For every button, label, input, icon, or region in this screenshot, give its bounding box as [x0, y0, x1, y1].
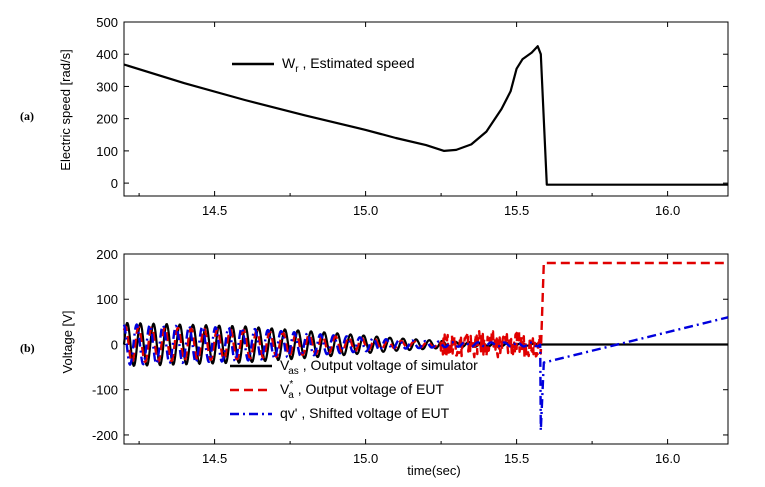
legend-label: qv' , Shifted voltage of EUT: [280, 405, 450, 421]
legend-label: V* a , Output voltage of EUT: [280, 379, 444, 401]
panel-a-legend: Wr , Estimated speed: [232, 55, 415, 75]
y-tick-label: 200: [96, 112, 118, 127]
x-tick-label: 14.5: [202, 203, 227, 218]
x-tick-label: 15.0: [353, 451, 378, 466]
x-tick-label: 15.5: [504, 203, 529, 218]
panel-b-frame: [123, 253, 729, 445]
panel-b: (b) Voltage [V] time(sec) 14.5 15.0 15.5 16…: [20, 247, 729, 478]
series-line-b-2: [122, 316, 729, 432]
y-tick-label: 500: [96, 15, 118, 30]
y-tick-label: 100: [96, 144, 118, 159]
x-tick-label: 14.5: [202, 451, 227, 466]
legend-label: V* as , Output voltage of simulator: [280, 355, 478, 377]
legend-label: Wr , Estimated speed: [282, 55, 415, 75]
panel-b-xlabel: time(sec): [407, 463, 460, 478]
y-tick-label: 0: [111, 176, 118, 191]
y-tick-label: 400: [96, 47, 118, 62]
y-tick-label: 200: [96, 247, 118, 262]
panel-a-ticks: 14.5 15.0 15.5 16.0 0 100 200 300 400 500: [96, 15, 728, 218]
y-tick-label: 100: [96, 292, 118, 307]
x-tick-label: 16.0: [655, 451, 680, 466]
panel-a-lines: [123, 45, 728, 186]
panel-a-frame: [123, 21, 729, 197]
series-line-b-1: [122, 261, 728, 364]
panel-a-ylabel: Electric speed [rad/s]: [58, 49, 73, 170]
y-tick-label: 0: [111, 337, 118, 352]
panel-b-ticks: 14.5 15.0 15.5 16.0 -200 -100 0 100 200: [92, 247, 728, 466]
panel-b-label: (b): [20, 341, 35, 355]
x-tick-label: 16.0: [655, 203, 680, 218]
x-tick-label: 15.0: [353, 203, 378, 218]
y-tick-label: 300: [96, 79, 118, 94]
panel-b-ylabel: Voltage [V]: [60, 311, 75, 374]
panel-b-lines: [122, 261, 729, 432]
panel-a-label: (a): [20, 109, 34, 123]
y-tick-label: -100: [92, 383, 118, 398]
y-tick-label: -200: [92, 428, 118, 443]
x-tick-label: 15.5: [504, 451, 529, 466]
series-line-a-0: [123, 45, 728, 186]
panel-a: (a) Electric speed [rad/s] 14.5 15.0 15.5 1…: [20, 15, 729, 218]
